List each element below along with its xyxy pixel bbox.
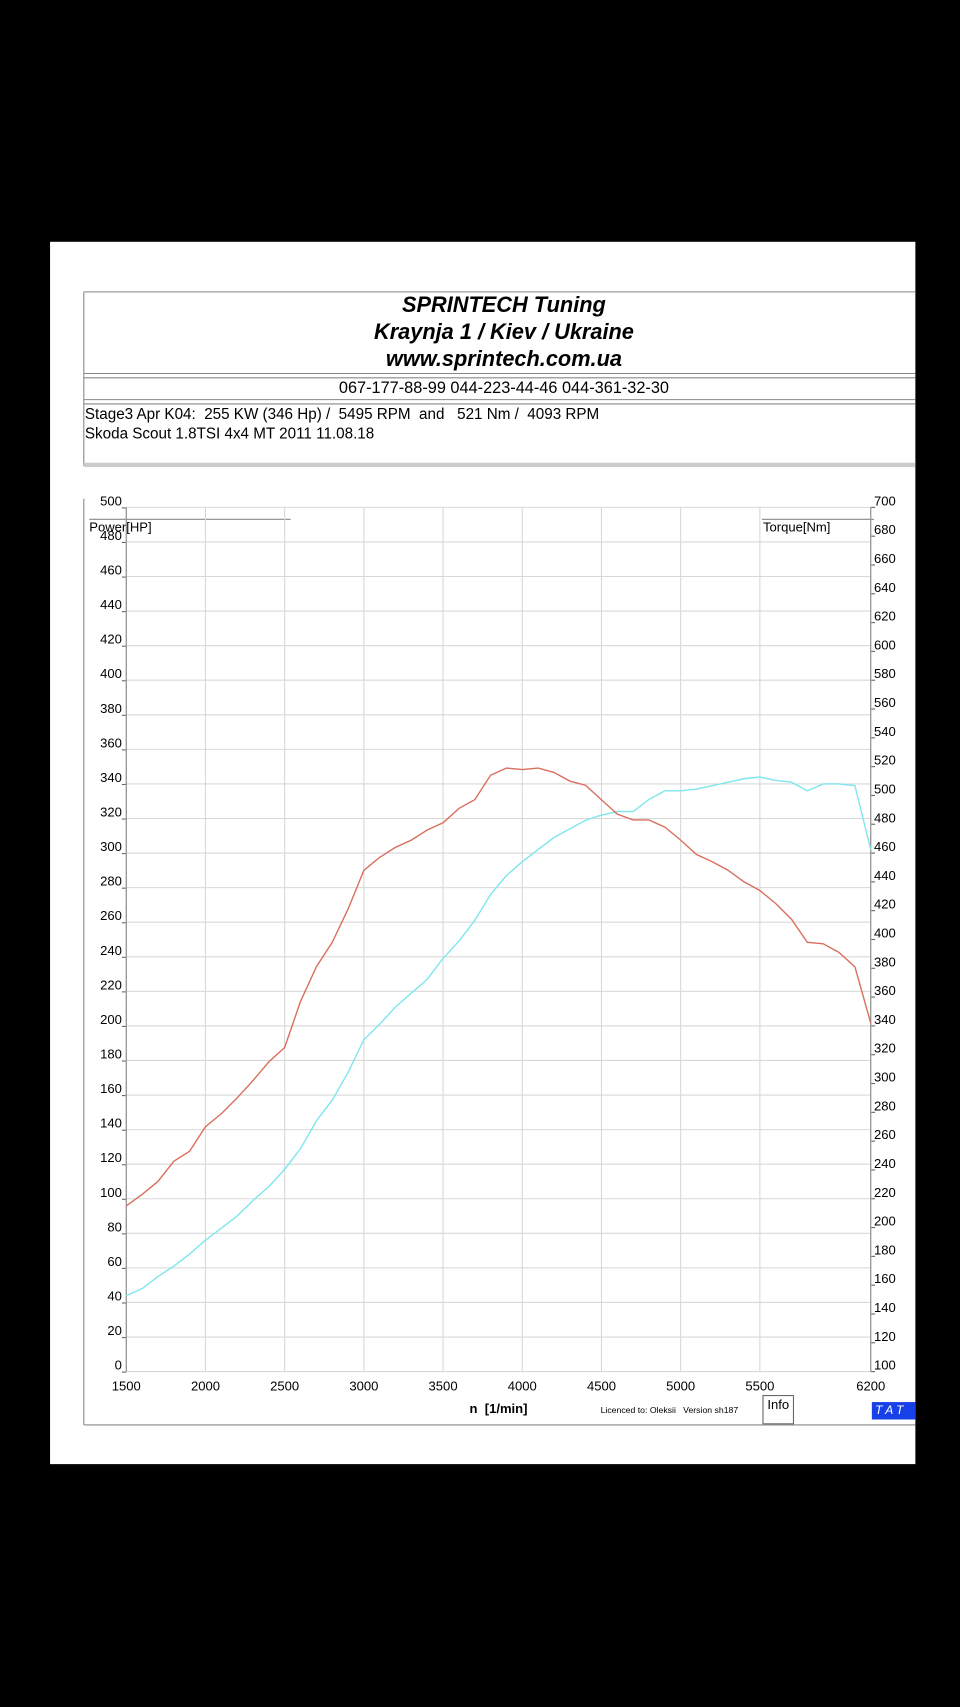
y-tick-label: 360 [100, 735, 122, 750]
y2-tick-label: 660 [874, 551, 896, 566]
x-tick-label: 5500 [745, 1378, 774, 1393]
y-tick-label: 100 [100, 1185, 122, 1200]
header-title: SPRINTECH Tuning [402, 292, 606, 317]
badge [871, 1402, 916, 1420]
y2-tick-label: 420 [874, 897, 896, 912]
header-box [83, 291, 916, 468]
y-tick-label: 140 [100, 1116, 122, 1131]
y2-tick-label: 240 [874, 1156, 896, 1171]
x-axis-label: n [1/min] [470, 1401, 528, 1416]
y2-tick-label: 160 [874, 1271, 896, 1286]
info-button[interactable] [762, 1394, 795, 1425]
y-tick-label: 20 [107, 1323, 122, 1338]
y-tick-label: 260 [100, 908, 122, 923]
y-tick-label: 420 [100, 632, 122, 647]
info-button-label[interactable]: Info [767, 1397, 789, 1412]
x-tick-label: 3000 [349, 1378, 378, 1393]
y-tick-label: 480 [100, 528, 122, 543]
x-tick-label: 4500 [587, 1378, 616, 1393]
y-tick-label: 200 [100, 1012, 122, 1027]
y2-tick-label: 280 [874, 1098, 896, 1113]
y-tick-label: 340 [100, 770, 122, 785]
y2-tick-label: 400 [874, 925, 896, 940]
y-tick-label: 240 [100, 943, 122, 958]
plot-frame [83, 498, 916, 1426]
y-tick-label: 120 [100, 1150, 122, 1165]
y2-tick-label: 680 [874, 522, 896, 537]
y2-tick-label: 560 [874, 695, 896, 710]
y-tick-label: 400 [100, 666, 122, 681]
y2-tick-label: 440 [874, 868, 896, 883]
x-tick-label: 3500 [429, 1378, 458, 1393]
y2-tick-label: 180 [874, 1242, 896, 1257]
x-tick-label: 6200 [856, 1378, 885, 1393]
y2-tick-label: 580 [874, 666, 896, 681]
y-tick-label: 300 [100, 839, 122, 854]
y-tick-label: 280 [100, 874, 122, 889]
y2-tick-label: 300 [874, 1070, 896, 1085]
y2-tick-label: 200 [874, 1214, 896, 1229]
y2-tick-label: 220 [874, 1185, 896, 1200]
y-tick-label: 180 [100, 1046, 122, 1061]
x-tick-label: 2500 [270, 1378, 299, 1393]
licence: Licenced to: Oleksii Version sh187 [601, 1405, 739, 1415]
run-info: Stage3 Apr K04: 255 KW (346 Hp) / 5495 R… [85, 406, 599, 423]
y2-tick-label: 360 [874, 983, 896, 998]
y-tick-label: 440 [100, 597, 122, 612]
y2-tick-label: 380 [874, 954, 896, 969]
y-tick-label: 460 [100, 563, 122, 578]
y2-tick-label: 340 [874, 1012, 896, 1027]
y2-tick-label: 640 [874, 580, 896, 595]
header-phones: 067-177-88-99 044-223-44-46 044-361-32-3… [339, 379, 669, 397]
y2-tick-label: 520 [874, 753, 896, 768]
y-tick-label: 60 [107, 1254, 122, 1269]
y2-tick-label: 620 [874, 609, 896, 624]
x-tick-label: 5000 [666, 1378, 695, 1393]
y-tick-label: 80 [107, 1219, 122, 1234]
y2-axis-label: Torque[Nm] [763, 520, 830, 535]
y-tick-label: 320 [100, 805, 122, 820]
y-tick-label: 0 [115, 1358, 122, 1373]
x-tick-label: 1500 [112, 1378, 141, 1393]
y-tick-label: 40 [107, 1288, 122, 1303]
series-line [125, 767, 872, 1207]
header-url: www.sprintech.com.ua [386, 346, 622, 371]
y2-tick-label: 600 [874, 637, 896, 652]
series-line [125, 776, 872, 1297]
x-tick-label: 4000 [508, 1378, 537, 1393]
x-tick-label: 2000 [191, 1378, 220, 1393]
y2-tick-label: 700 [874, 493, 896, 508]
y2-tick-label: 540 [874, 724, 896, 739]
header-address: Kraynja 1 / Kiev / Ukraine [374, 319, 634, 344]
y2-tick-label: 460 [874, 839, 896, 854]
y2-tick-label: 120 [874, 1329, 896, 1344]
y2-tick-label: 100 [874, 1358, 896, 1373]
y-tick-label: 500 [100, 493, 122, 508]
y-tick-label: 380 [100, 701, 122, 716]
car-info: Skoda Scout 1.8TSI 4x4 MT 2011 11.08.18 [85, 425, 374, 442]
y-tick-label: 160 [100, 1081, 122, 1096]
y2-tick-label: 320 [874, 1041, 896, 1056]
y2-tick-label: 480 [874, 810, 896, 825]
y2-tick-label: 260 [874, 1127, 896, 1142]
y-axis-label: Power[HP] [89, 520, 151, 535]
y2-tick-label: 500 [874, 781, 896, 796]
y2-tick-label: 140 [874, 1300, 896, 1315]
badge-label: T A T [875, 1403, 905, 1417]
y-tick-label: 220 [100, 977, 122, 992]
